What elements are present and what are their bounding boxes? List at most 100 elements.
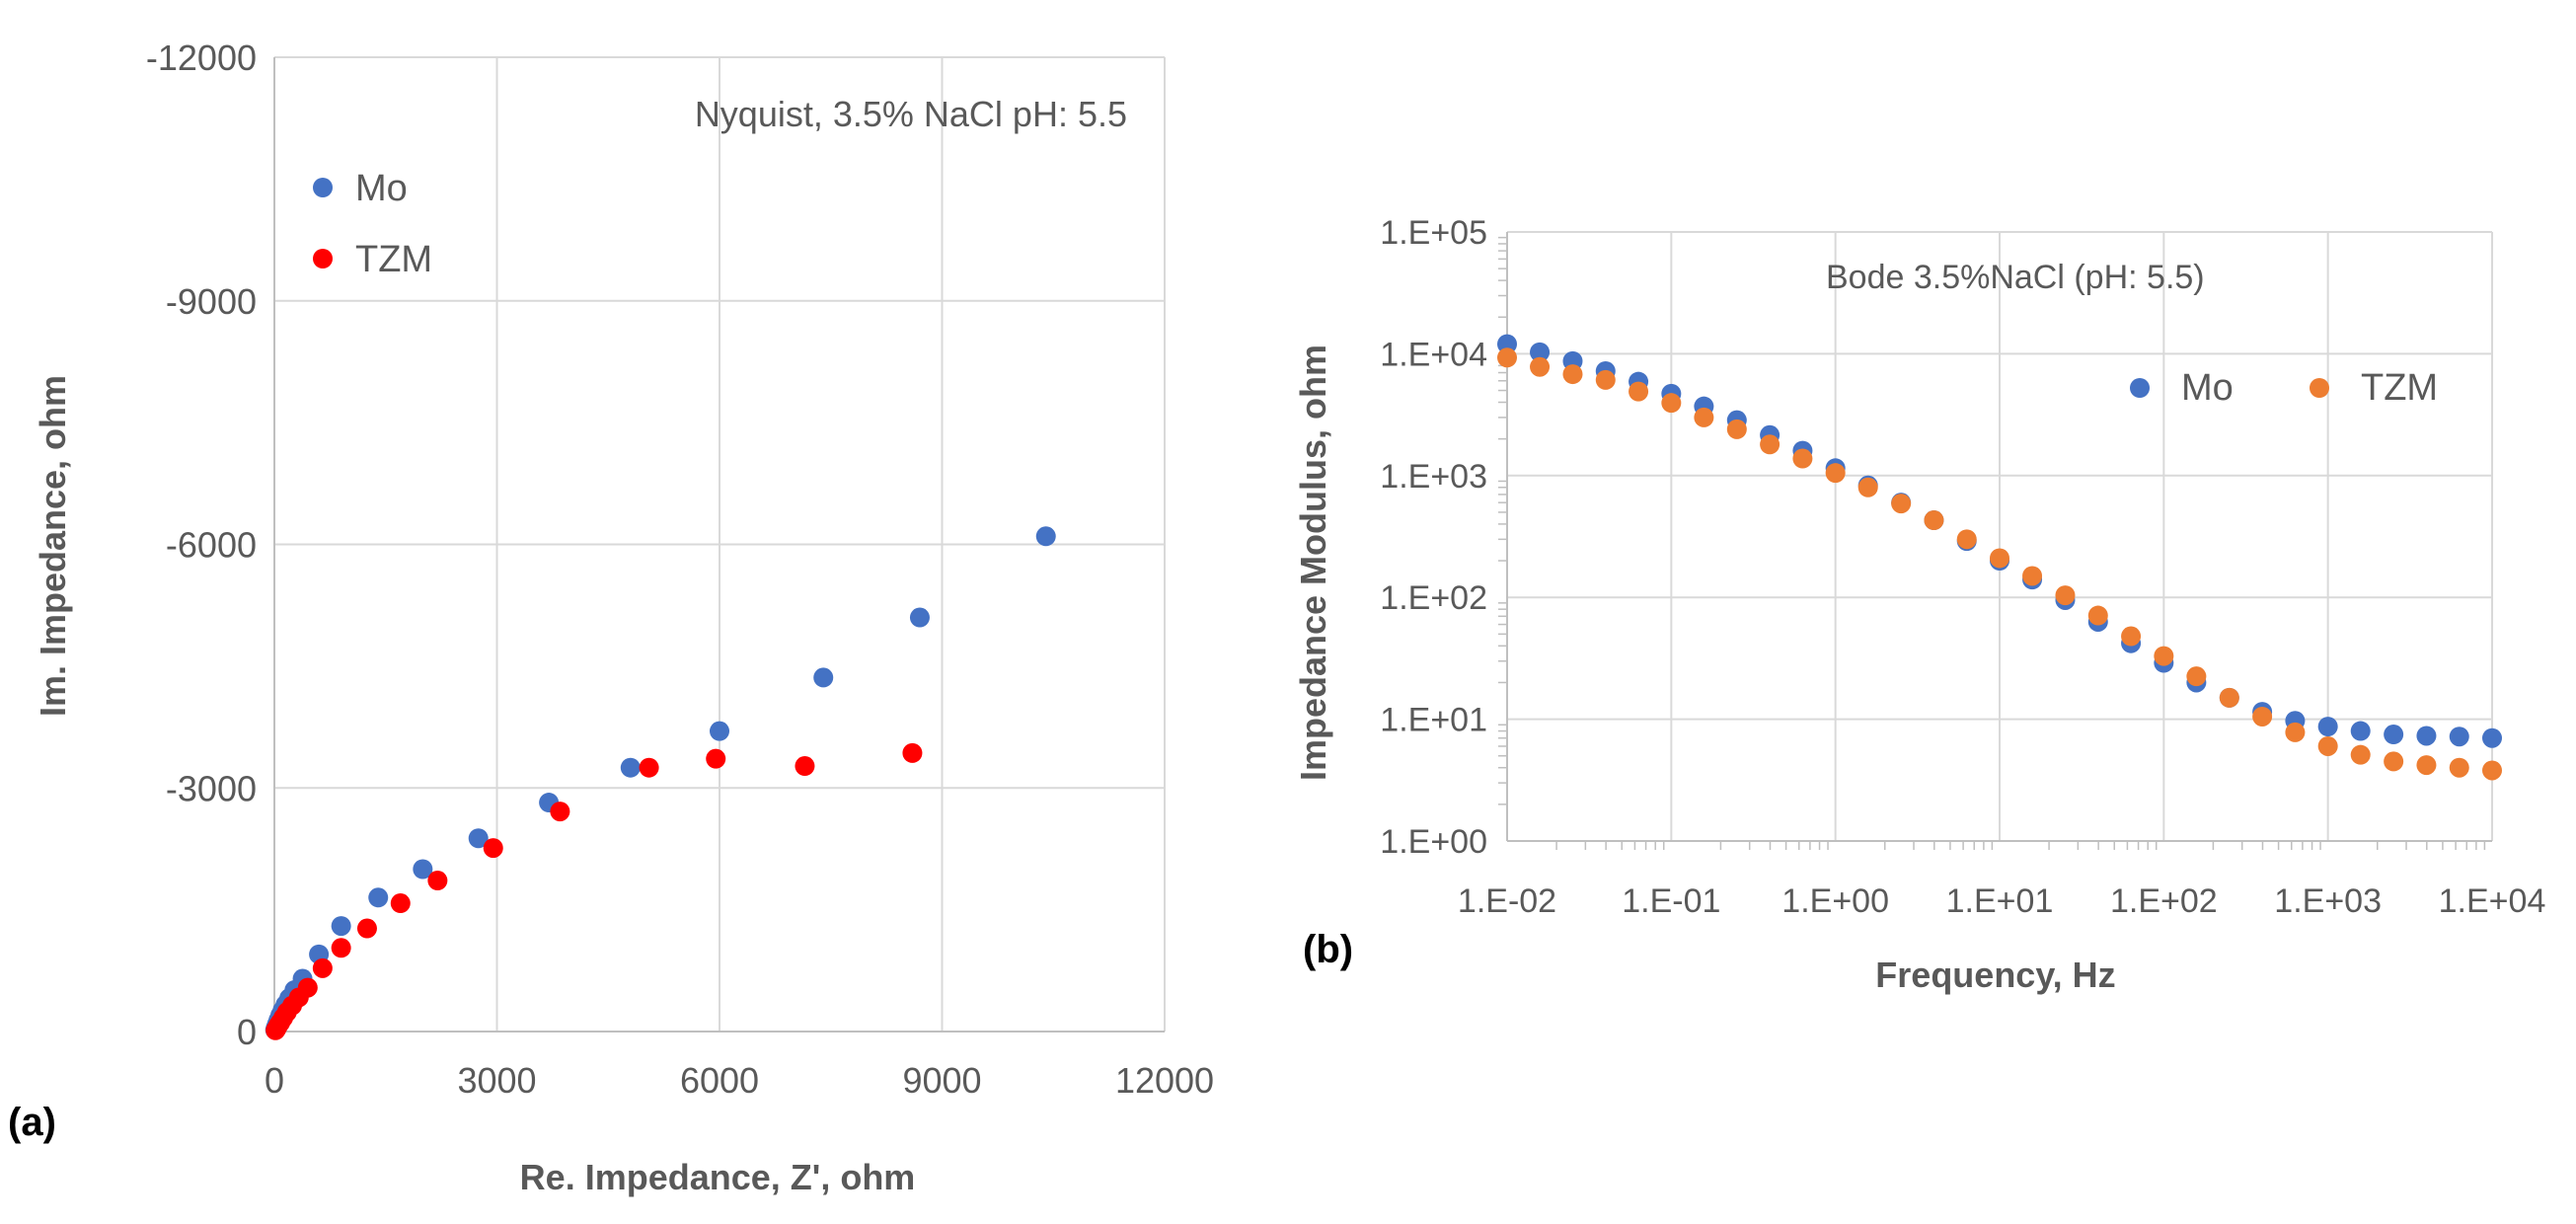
- bode-x-tick-label: 1.E+01: [1946, 882, 2054, 920]
- nyquist-legend-marker-tzm: [313, 249, 333, 268]
- bode-point-tzm: [2055, 585, 2076, 606]
- bode-point-tzm: [1924, 510, 1944, 531]
- bode-point-tzm: [2384, 751, 2404, 772]
- bode-point-tzm: [2219, 687, 2239, 708]
- bode-legend-marker-mo: [2130, 378, 2150, 398]
- bode-legend: Mo TZM: [2130, 367, 2438, 409]
- bode-legend-label-tzm: TZM: [2361, 367, 2438, 409]
- bode-point-tzm: [1857, 477, 1878, 497]
- bode-point-mo: [2482, 727, 2502, 748]
- bode-point-tzm: [1760, 434, 1780, 455]
- bode-y-tick-label: 1.E+01: [1380, 702, 1487, 739]
- bode-point-tzm: [2154, 646, 2174, 666]
- bode-point-tzm: [1530, 356, 1551, 377]
- bode-point-tzm: [1891, 494, 1912, 514]
- bode-legend-label-mo: Mo: [2181, 367, 2234, 409]
- bode-point-tzm: [2350, 744, 2371, 765]
- nyquist-point-tzm: [390, 893, 411, 914]
- nyquist-y-tick-label: -3000: [166, 768, 257, 808]
- bode-legend-marker-tzm: [2310, 378, 2329, 398]
- bode-point-tzm: [1629, 381, 1649, 402]
- bode-point-tzm: [2482, 760, 2502, 781]
- nyquist-x-tick-label: 9000: [902, 1060, 981, 1101]
- bode-point-mo: [2350, 721, 2371, 741]
- nyquist-point-tzm: [706, 748, 726, 769]
- nyquist-point-tzm: [795, 756, 815, 777]
- bode-y-tick-label: 1.E+03: [1380, 458, 1487, 496]
- bode-y-axis-title: Impedance Modulus, ohm: [1293, 344, 1333, 781]
- bode-x-tick-label: 1.E+04: [2439, 882, 2546, 920]
- panel-label-a: (a): [8, 1101, 56, 1144]
- nyquist-point-mo: [413, 859, 433, 880]
- bode-y-tick-label: 1.E+05: [1380, 214, 1487, 252]
- bode-point-mo: [2416, 726, 2437, 746]
- bode-point-tzm: [2416, 755, 2437, 776]
- nyquist-legend-label-tzm: TZM: [355, 239, 432, 280]
- bode-x-axis-title: Frequency, Hz: [1875, 955, 2115, 995]
- bode-point-tzm: [2022, 566, 2043, 586]
- nyquist-point-tzm: [427, 871, 448, 891]
- nyquist-point-mo: [331, 916, 351, 937]
- bode-annotation: Bode 3.5%NaCl (pH: 5.5): [1826, 259, 2205, 296]
- nyquist-data-points: [265, 526, 1056, 1040]
- nyquist-axes: [273, 57, 1165, 1033]
- bode-point-mo: [2317, 717, 2338, 737]
- bode-point-tzm: [1694, 407, 1714, 427]
- bode-point-tzm: [1825, 463, 1846, 484]
- nyquist-point-mo: [468, 828, 489, 849]
- bode-point-tzm: [1497, 347, 1517, 368]
- bode-axes: [1498, 232, 2492, 850]
- bode-tick-labels: 1.E-02 1.E-01 1.E+00 1.E+01 1.E+02 1.E+03 1.E+…: [1380, 214, 2545, 920]
- bode-point-tzm: [1792, 448, 1813, 469]
- nyquist-point-mo: [710, 721, 729, 741]
- bode-point-tzm: [2285, 722, 2306, 742]
- nyquist-legend-marker-mo: [313, 178, 333, 197]
- bode-x-tick-label: 1.E+03: [2274, 882, 2382, 920]
- bode-point-tzm: [1956, 529, 1977, 550]
- nyquist-x-tick-label: 3000: [457, 1060, 536, 1101]
- bode-x-tick-label: 1.E-01: [1622, 882, 1720, 920]
- nyquist-point-mo: [813, 667, 834, 688]
- nyquist-chart: 0 3000 6000 9000 12000 0 -3000 -6000 -9000 -12000…: [8, 38, 1214, 1197]
- nyquist-y-tick-label: 0: [237, 1012, 257, 1052]
- bode-point-tzm: [2317, 735, 2338, 756]
- bode-y-tick-label: 1.E+02: [1380, 579, 1487, 617]
- nyquist-point-mo: [620, 757, 641, 778]
- nyquist-x-tick-label: 6000: [680, 1060, 759, 1101]
- bode-data-points: [1497, 334, 2502, 781]
- nyquist-annotation: Nyquist, 3.5% NaCl pH: 5.5: [695, 94, 1127, 134]
- bode-point-tzm: [2121, 626, 2142, 647]
- nyquist-point-tzm: [639, 757, 659, 778]
- nyquist-point-tzm: [331, 938, 351, 958]
- bode-point-tzm: [2186, 666, 2207, 687]
- nyquist-x-axis-title: Re. Impedance, Z', ohm: [520, 1157, 916, 1197]
- bode-point-tzm: [2087, 605, 2108, 626]
- nyquist-x-tick-label: 0: [265, 1060, 284, 1101]
- bode-point-mo: [2384, 725, 2404, 745]
- nyquist-point-mo: [1035, 526, 1056, 547]
- bode-point-tzm: [1562, 364, 1583, 385]
- bode-x-tick-label: 1.E-02: [1458, 882, 1556, 920]
- nyquist-point-mo: [368, 887, 389, 908]
- nyquist-y-tick-label: -6000: [166, 525, 257, 566]
- nyquist-gridlines: [274, 56, 1166, 1032]
- bode-gridlines: [1507, 231, 2493, 841]
- nyquist-point-tzm: [356, 918, 377, 939]
- bode-point-mo: [1530, 342, 1551, 362]
- bode-point-tzm: [1726, 419, 1747, 439]
- nyquist-tick-labels: 0 3000 6000 9000 12000 0 -3000 -6000 -9000 -12000: [146, 38, 1214, 1101]
- bode-x-tick-label: 1.E+00: [1781, 882, 1889, 920]
- nyquist-point-tzm: [297, 977, 318, 998]
- panel-label-b: (b): [1303, 928, 1353, 971]
- nyquist-legend: Mo TZM: [313, 168, 432, 280]
- nyquist-x-tick-label: 12000: [1115, 1060, 1214, 1101]
- bode-point-tzm: [2449, 757, 2469, 778]
- bode-point-tzm: [1595, 369, 1616, 390]
- nyquist-y-tick-label: -12000: [146, 38, 257, 78]
- bode-point-tzm: [1661, 393, 1682, 414]
- nyquist-point-tzm: [483, 838, 503, 859]
- nyquist-y-tick-label: -9000: [166, 281, 257, 322]
- nyquist-legend-label-mo: Mo: [355, 168, 408, 209]
- bode-y-tick-label: 1.E+00: [1380, 823, 1487, 861]
